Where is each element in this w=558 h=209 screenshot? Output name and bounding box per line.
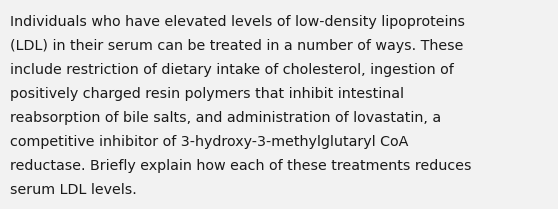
Text: serum LDL levels.: serum LDL levels. [10,183,137,197]
Text: include restriction of dietary intake of cholesterol, ingestion of: include restriction of dietary intake of… [10,63,454,77]
Text: (LDL) in their serum can be treated in a number of ways. These: (LDL) in their serum can be treated in a… [10,39,463,53]
Text: positively charged resin polymers that inhibit intestinal: positively charged resin polymers that i… [10,87,404,101]
Text: reabsorption of bile salts, and administration of lovastatin, a: reabsorption of bile salts, and administ… [10,111,441,125]
Text: competitive inhibitor of 3-hydroxy-3-methylglutaryl CoA: competitive inhibitor of 3-hydroxy-3-met… [10,135,408,149]
Text: Individuals who have elevated levels of low-density lipoproteins: Individuals who have elevated levels of … [10,15,465,29]
Text: reductase. Briefly explain how each of these treatments reduces: reductase. Briefly explain how each of t… [10,159,472,173]
